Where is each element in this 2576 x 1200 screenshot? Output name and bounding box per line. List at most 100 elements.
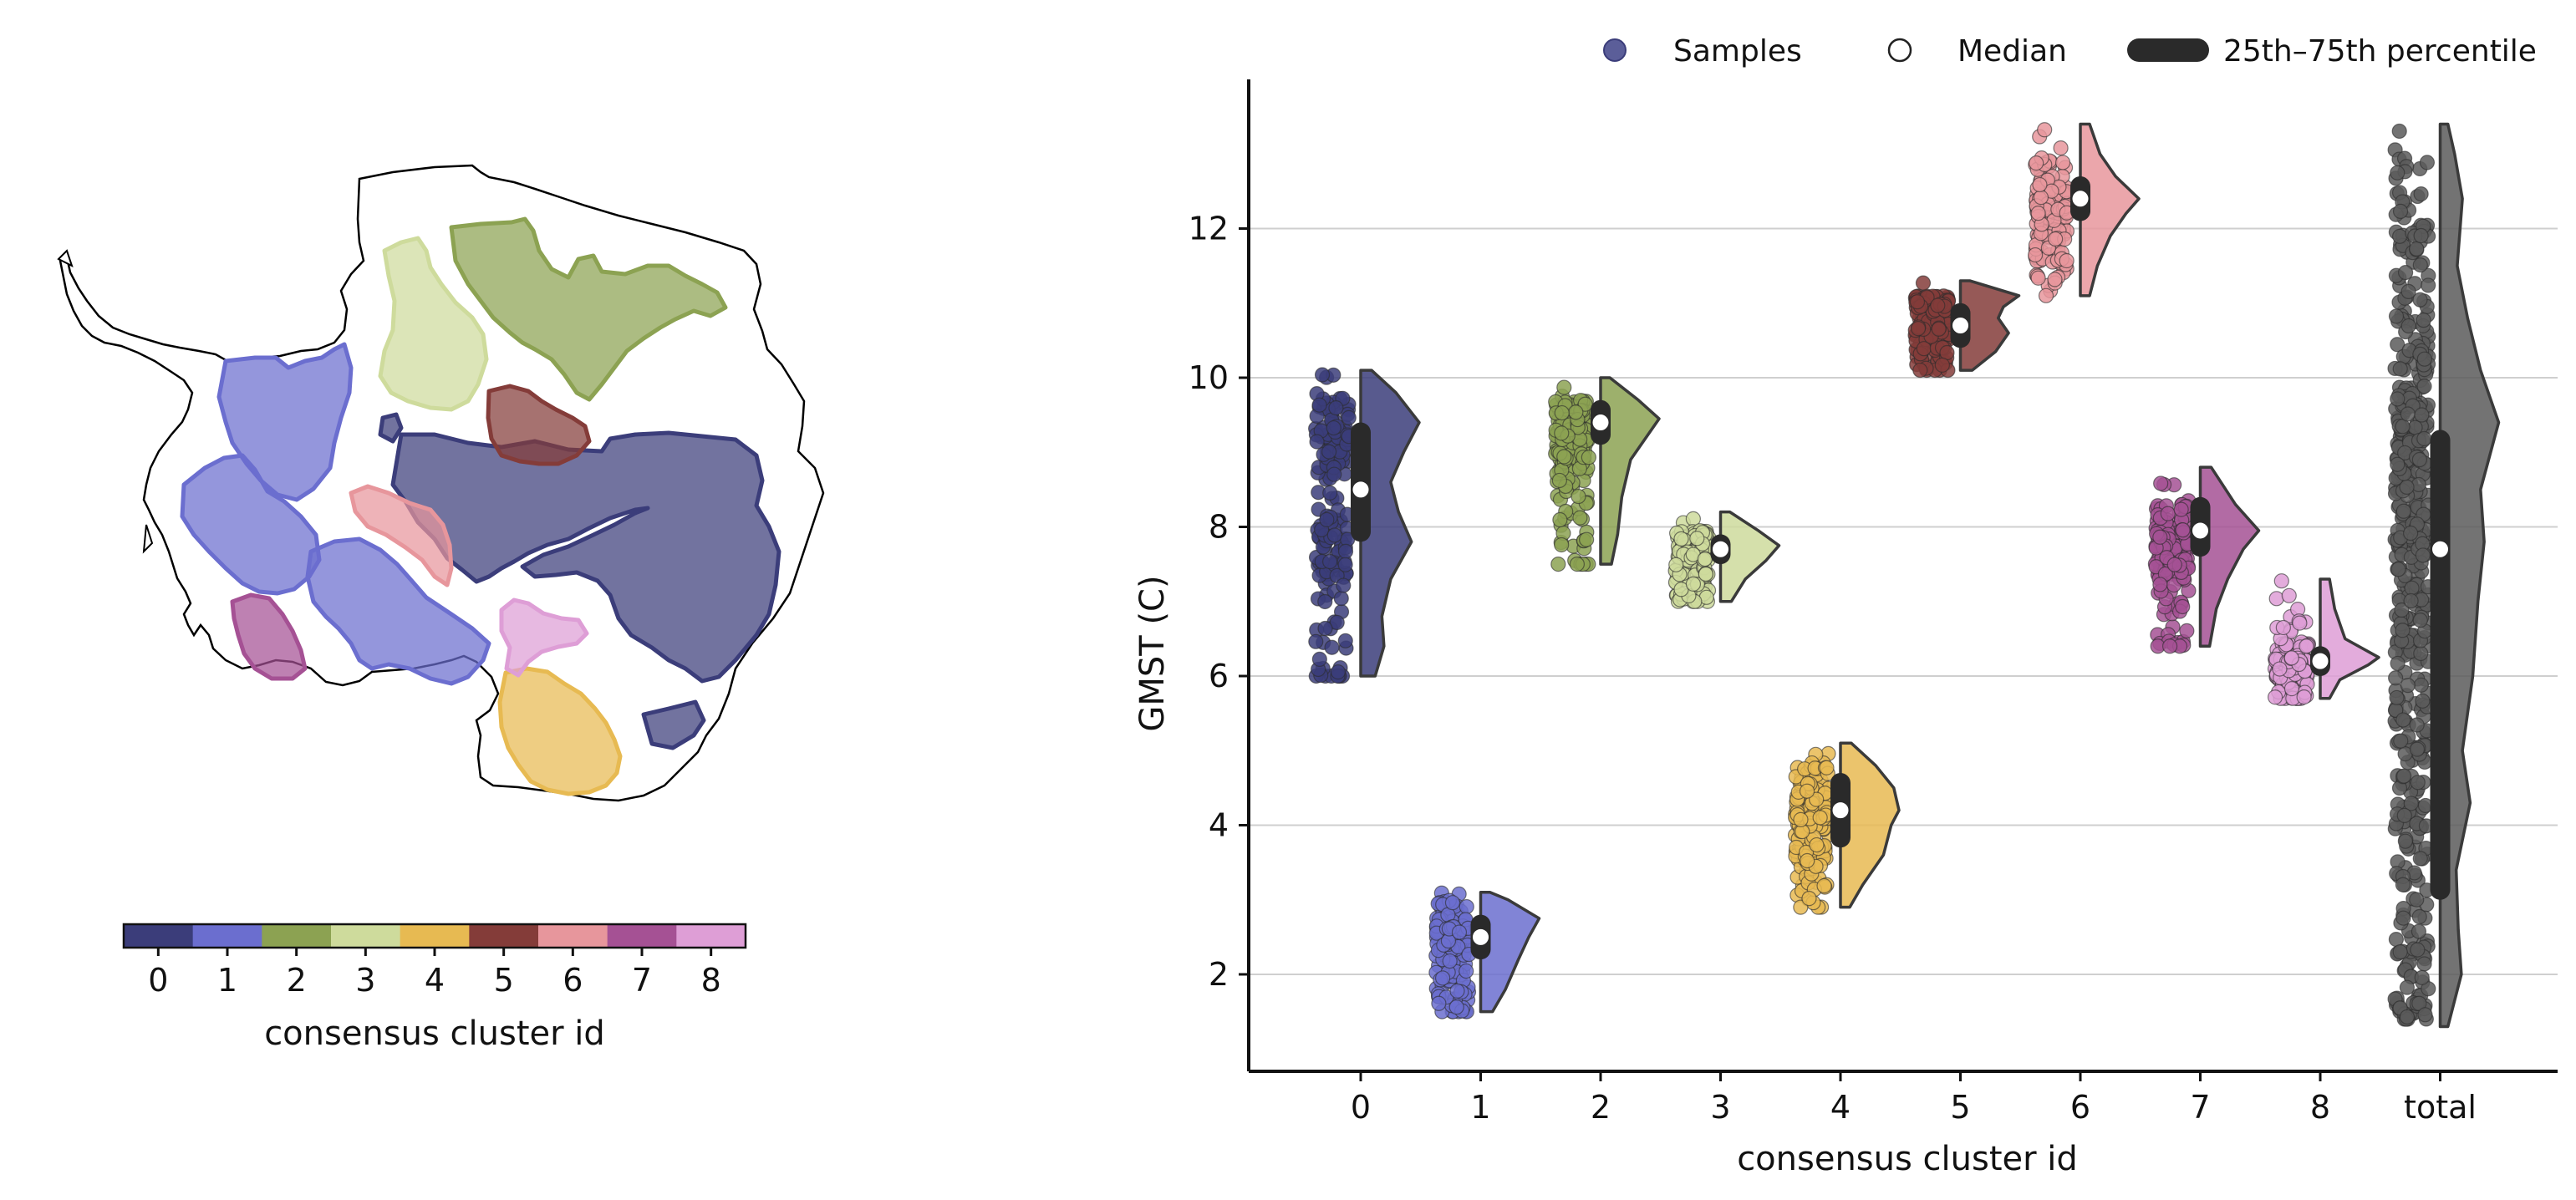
sample-point: [1309, 434, 1325, 450]
sample-point: [1459, 963, 1474, 979]
sample-point: [2415, 547, 2431, 563]
colorbar-label: consensus cluster id: [264, 1014, 605, 1053]
sample-point: [1330, 664, 1347, 680]
sample-point: [2038, 287, 2054, 303]
sample-point: [2033, 190, 2049, 206]
sample-point: [2390, 337, 2405, 353]
sample-point: [2179, 623, 2195, 638]
legend-iqr-marker: [2127, 38, 2209, 62]
sample-point: [2412, 613, 2428, 628]
sample-point: [1322, 553, 1338, 570]
sample-point: [1556, 379, 1572, 395]
colorbar-segment-8: [676, 924, 746, 948]
sample-point: [2411, 923, 2427, 939]
sample-point: [2037, 122, 2053, 138]
sample-point: [1337, 543, 1354, 560]
sample-point: [1442, 953, 1458, 969]
legend: Samples Median 25th–75th percentile: [1603, 34, 2537, 69]
sample-point: [2413, 227, 2429, 244]
violin-shape: [1359, 369, 1421, 678]
violin-group-1: [1428, 885, 1541, 1019]
sample-point: [2152, 577, 2168, 592]
sample-point: [1341, 409, 1357, 426]
colorbar-segment-7: [607, 924, 677, 948]
sample-point: [2391, 228, 2408, 244]
violin-shape: [2079, 122, 2141, 297]
sample-point: [1336, 577, 1352, 593]
sample-point: [2027, 247, 2044, 263]
median-marker: [2192, 522, 2208, 539]
violin-shape: [1958, 279, 2021, 372]
sample-point: [2396, 768, 2412, 784]
sample-point: [2413, 677, 2429, 693]
sample-point: [2390, 456, 2405, 472]
sample-point: [1912, 362, 1928, 379]
sample-point: [1550, 557, 1566, 572]
y-axis-label: GMST (C): [1133, 575, 1172, 731]
sample-point: [2175, 598, 2191, 615]
sample-point: [2421, 277, 2436, 293]
sample-point: [2411, 908, 2427, 925]
map-region-cluster-7: [230, 592, 308, 681]
violin-shape: [1479, 891, 1541, 1014]
violin-group-8: [2267, 573, 2380, 706]
legend-iqr-label: 25th–75th percentile: [2223, 34, 2537, 69]
sample-point: [1673, 531, 1689, 547]
sample-point: [1326, 419, 1341, 436]
sample-point: [1326, 466, 1342, 482]
sample-point: [2153, 475, 2169, 491]
violin-shape: [2438, 122, 2501, 1029]
map-region-cluster-2: [449, 216, 728, 402]
sample-point: [1317, 593, 1333, 610]
violin-shape: [1718, 510, 1781, 603]
map-region-cluster-4: [497, 666, 623, 796]
violin-group-0: [1308, 367, 1421, 684]
violin-group-4: [1787, 741, 1901, 915]
sample-point: [1321, 444, 1337, 460]
x-tick-label: 7: [2190, 1089, 2210, 1126]
x-tick-label: 6: [2070, 1089, 2090, 1126]
colorbar-segment-1: [192, 924, 262, 948]
sample-point: [2281, 587, 2297, 603]
sample-point: [2395, 910, 2411, 926]
sample-point: [2030, 206, 2046, 221]
sample-point: [2299, 638, 2314, 654]
colorbar-tick-label: 4: [425, 962, 445, 999]
sample-point: [2399, 979, 2416, 995]
cluster-map: [57, 164, 825, 802]
sample-point: [1311, 397, 1327, 413]
x-tick-label: 3: [1710, 1089, 1730, 1126]
sample-point: [2396, 807, 2412, 824]
sample-point: [2296, 689, 2312, 705]
sample-point: [2273, 573, 2289, 589]
sample-point: [2416, 379, 2432, 394]
sample-point: [1569, 557, 1585, 572]
sample-point: [2272, 661, 2288, 677]
sample-point: [2160, 506, 2176, 521]
sample-point: [2392, 361, 2408, 377]
sample-point: [1322, 485, 1338, 501]
median-marker: [1473, 928, 1489, 945]
sample-point: [1909, 294, 1926, 310]
sample-point: [1698, 566, 1713, 582]
x-tick-label: 5: [1950, 1089, 1970, 1126]
sample-point: [1431, 995, 1447, 1011]
colorbar-tick-label: 2: [287, 962, 307, 999]
legend-median-label: Median: [1957, 34, 2067, 69]
sample-point: [1697, 551, 1713, 567]
sample-point: [1449, 983, 1465, 999]
map-region-cluster-5: [486, 384, 592, 466]
sample-point: [1551, 472, 1567, 489]
grid-lines: [1249, 227, 2558, 975]
colorbar-tick-label: 7: [632, 962, 652, 999]
colorbar-tick-label: 0: [148, 962, 168, 999]
x-tick-label: 4: [1830, 1089, 1851, 1126]
violin-group-6: [2027, 122, 2141, 303]
sample-point: [2416, 430, 2432, 447]
violin-group-5: [1907, 275, 2021, 379]
map-region-cluster-0: [641, 699, 706, 750]
sample-point: [2267, 689, 2283, 705]
sample-point: [2390, 562, 2406, 577]
x-tick-label: 2: [1591, 1089, 1611, 1126]
sample-point: [2412, 851, 2428, 867]
